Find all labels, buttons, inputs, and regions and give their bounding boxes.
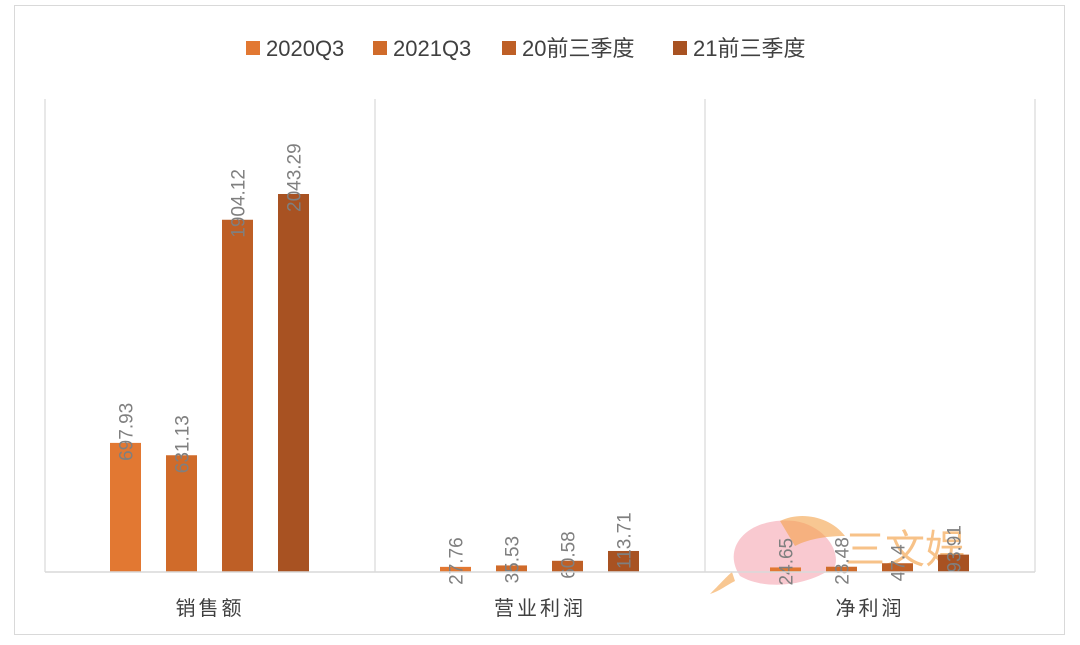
category-label-0: 销售额 — [176, 596, 245, 620]
legend-swatch-2 — [502, 41, 516, 55]
category-separators — [44, 99, 1036, 572]
category-label-1: 营业利润 — [494, 596, 586, 620]
bar-2-3 — [938, 554, 969, 572]
data-label-1-0: 27.76 — [447, 537, 468, 585]
legend: 2020Q3 2021Q3 20前三季度 21前三季度 — [246, 36, 805, 61]
data-label-0-0: 697.93 — [117, 403, 138, 461]
legend-label-0: 2020Q3 — [266, 36, 344, 61]
category-labels: 销售额 营业利润 净利润 — [176, 596, 905, 620]
data-label-2-2: 47.4 — [889, 544, 910, 581]
data-label-1-1: 35.53 — [503, 536, 524, 584]
data-label-1-3: 113.71 — [615, 512, 636, 569]
data-label-0-1: 631.13 — [173, 415, 194, 473]
legend-swatch-0 — [246, 41, 260, 55]
legend-swatch-1 — [373, 41, 387, 55]
fish-logo-icon — [710, 516, 845, 594]
bar-0-2 — [222, 219, 253, 573]
bar-0-1 — [166, 455, 197, 572]
data-label-0-2: 1904.12 — [229, 169, 250, 238]
legend-label-1: 2021Q3 — [393, 36, 471, 61]
bars — [110, 194, 969, 573]
chart-frame: 2020Q3 2021Q3 20前三季度 21前三季度 三文娱 697.93 631.1… — [14, 5, 1065, 635]
legend-label-3: 21前三季度 — [693, 36, 805, 61]
bar-chart: 2020Q3 2021Q3 20前三季度 21前三季度 三文娱 697.93 631.1… — [44, 36, 1036, 620]
bar-2-0 — [770, 567, 801, 572]
data-label-1-2: 60.58 — [559, 531, 580, 579]
data-label-0-3: 2043.29 — [285, 143, 306, 212]
legend-swatch-3 — [673, 41, 687, 55]
bar-1-0 — [440, 566, 471, 572]
bar-1-3 — [608, 550, 639, 572]
bar-1-2 — [552, 560, 583, 572]
category-label-2: 净利润 — [836, 596, 905, 620]
data-label-2-3: 93.91 — [945, 525, 966, 573]
bar-0-0 — [110, 442, 141, 572]
bar-1-1 — [496, 565, 527, 572]
data-label-2-0: 24.65 — [777, 538, 798, 586]
legend-label-2: 20前三季度 — [522, 36, 634, 61]
bar-2-2 — [882, 563, 913, 572]
bar-2-1 — [826, 566, 857, 572]
data-label-2-1: 28.48 — [833, 537, 854, 585]
bar-0-3 — [278, 194, 309, 572]
